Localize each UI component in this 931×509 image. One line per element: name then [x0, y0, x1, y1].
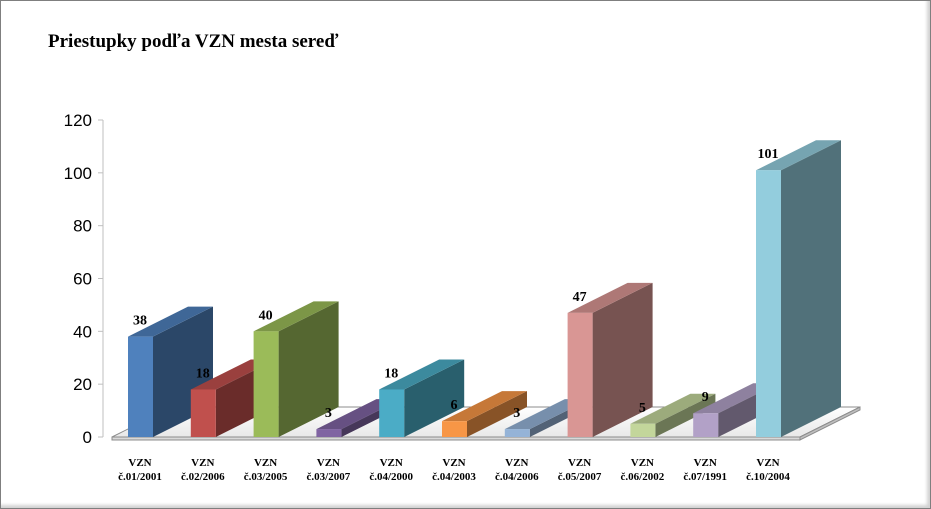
y-tick-label: 80 — [73, 217, 92, 236]
bar-top — [442, 391, 527, 422]
chart-floor-edge — [111, 436, 801, 441]
data-label: 5 — [639, 401, 646, 416]
data-label: 3 — [513, 406, 520, 421]
y-tick-label: 0 — [83, 428, 92, 447]
x-tick-label: č.05/2007 — [558, 471, 602, 483]
bar-front — [756, 170, 781, 438]
x-tick-label: VZN — [442, 457, 465, 469]
x-tick-label: VZN — [128, 457, 151, 469]
chart-floor-side — [799, 406, 861, 441]
bar-front — [567, 312, 593, 437]
data-label: 47 — [573, 290, 587, 305]
bar-front — [128, 336, 153, 437]
bar-front — [442, 421, 467, 437]
y-tick-label: 20 — [73, 375, 92, 394]
x-tick-label: č.06/2002 — [621, 471, 665, 483]
bar — [756, 140, 841, 438]
bar-front — [693, 413, 719, 437]
x-tick-label: VZN — [694, 457, 717, 469]
bar-top — [379, 359, 465, 390]
x-tick-label: č.04/2003 — [432, 471, 476, 483]
data-label: 3 — [325, 406, 332, 421]
bar-front — [316, 429, 342, 437]
bar-side — [781, 140, 841, 438]
bar-side — [592, 282, 653, 437]
bar-side — [655, 393, 716, 437]
x-tick-label: VZN — [380, 457, 403, 469]
data-label: 18 — [384, 366, 398, 381]
bar-side — [467, 391, 527, 437]
bar-top — [756, 140, 841, 171]
bar — [630, 393, 716, 437]
x-tick-label: č.03/2007 — [307, 471, 351, 483]
bar — [253, 301, 339, 437]
x-tick-label: VZN — [254, 457, 277, 469]
data-label: 18 — [196, 366, 210, 381]
bar-front — [253, 331, 279, 437]
x-tick-label: č.04/2006 — [495, 471, 539, 483]
bar — [567, 282, 653, 437]
data-label: 6 — [451, 398, 458, 413]
bar-side — [278, 301, 339, 437]
x-tick-label: VZN — [568, 457, 591, 469]
bar-front — [190, 389, 216, 437]
x-tick-label: č.10/2004 — [746, 471, 790, 483]
bar-front — [504, 429, 530, 437]
bar-side — [404, 359, 465, 437]
bar-top — [128, 306, 213, 337]
x-tick-label: VZN — [505, 457, 528, 469]
x-tick-label: VZN — [631, 457, 654, 469]
x-tick-label: č.04/2000 — [369, 471, 413, 483]
x-tick-label: č.07/1991 — [683, 471, 727, 483]
x-tick-label: VZN — [191, 457, 214, 469]
data-label: 9 — [702, 390, 709, 405]
x-tick-label: č.02/2006 — [181, 471, 225, 483]
bar — [379, 359, 465, 437]
x-tick-label: VZN — [756, 457, 779, 469]
x-tick-label: č.01/2001 — [118, 471, 162, 483]
x-tick-label: VZN — [317, 457, 340, 469]
bar-front — [379, 389, 405, 437]
data-label: 38 — [133, 314, 147, 329]
chart-title: Priestupky podľa VZN mesta sereď — [48, 31, 339, 52]
y-tick-label: 100 — [64, 164, 92, 183]
y-tick-label: 60 — [73, 270, 92, 289]
bar-top — [253, 301, 339, 332]
bar-top — [567, 282, 653, 313]
x-tick-label: č.03/2005 — [244, 471, 288, 483]
bar-front — [630, 423, 656, 437]
bar-top — [630, 393, 716, 424]
bar — [442, 391, 527, 437]
data-label: 101 — [758, 147, 779, 162]
y-tick-label: 40 — [73, 322, 92, 341]
y-tick-label: 120 — [64, 111, 92, 130]
data-label: 40 — [259, 308, 273, 323]
